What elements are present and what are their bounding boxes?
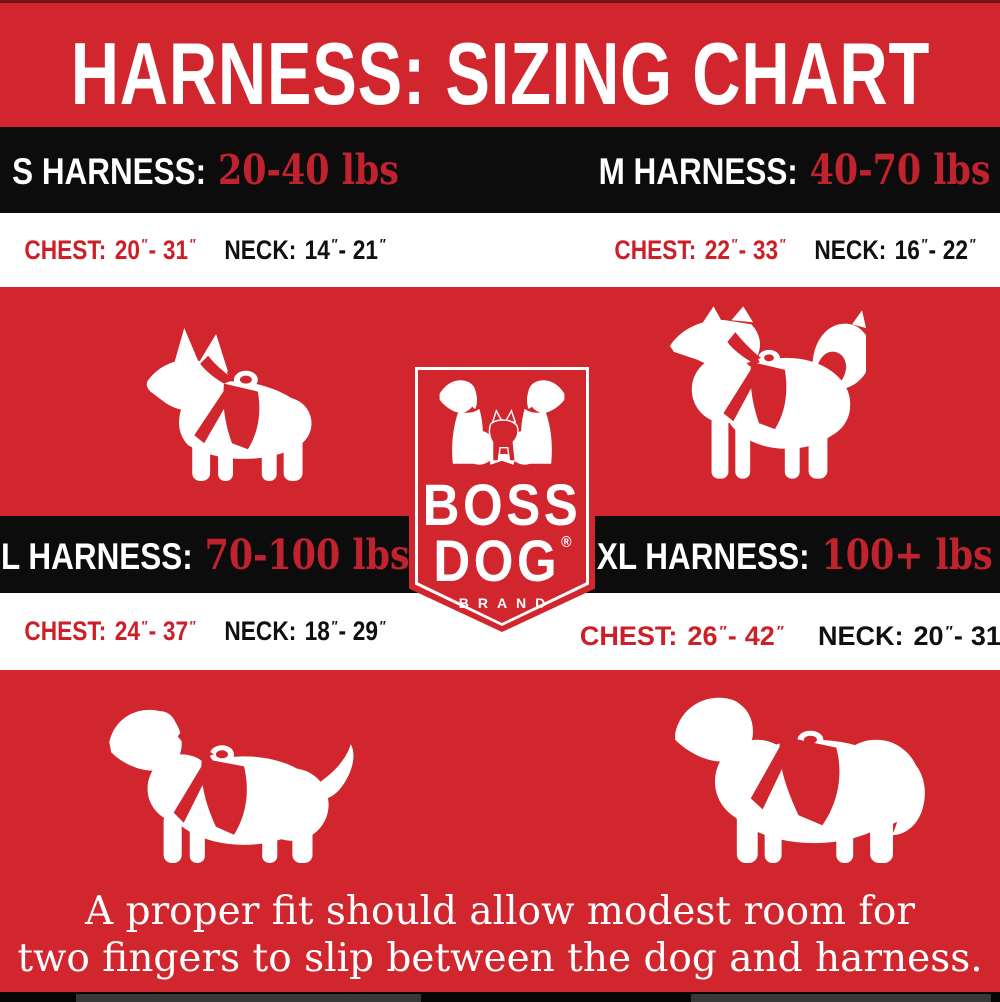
spitz-silhouette [669,306,866,479]
size-xl-chest: CHEST: 26 ″- 42 ″ [579,621,784,651]
badge-brand-label: BRAND [458,595,555,611]
size-l-neck: NECK: 18 ″- 29 ″ [224,616,385,646]
boss-dog-badge: BOSS DOG® BRAND [409,361,595,632]
header: HARNESS: SIZING CHART [0,20,1000,128]
badge-word-dog: DOG® [433,529,572,594]
size-s-zone: S HARNESS: 20-40 lbs [0,127,410,213]
size-m-weight: 40-70 lbs [810,146,991,194]
fit-caption: A proper fit should allow modest room fo… [0,888,1000,982]
size-s-measures: CHEST: 20 ″- 31 ″ NECK: 14 ″- 21 ″ [0,213,410,287]
registered-trademark-mark: ® [561,534,572,551]
badge-inner-shield [418,370,586,623]
boss-dog-logo-dogs-icon [439,380,565,465]
size-xl-label: XL HARNESS: [597,535,810,577]
size-m-measures: CHEST: 22 ″- 33 ″ NECK: 16 ″- 22 ″ [590,213,1000,287]
labrador-silhouette [109,709,354,863]
cropped-content-blob [306,994,421,1002]
size-m-neck: NECK: 16 ″- 22 ″ [814,234,975,265]
weight-bar-s-m: S HARNESS: 20-40 lbs M HARNESS: 40-70 lb… [0,127,1000,213]
size-l-measures: CHEST: 24 ″- 37 ″ NECK: 18 ″- 29 ″ [0,593,410,670]
size-s-chest: CHEST: 20 ″- 31 ″ [24,234,195,265]
size-xl-zone: XL HARNESS: 100+ lbs [590,516,1000,593]
page-title: HARNESS: SIZING CHART [70,24,930,123]
size-l-chest: CHEST: 24 ″- 37 ″ [24,616,195,646]
badge-word-boss: BOSS [422,473,582,538]
cropped-bottom-strip [0,992,1000,1002]
corgi-silhouette [146,327,312,482]
newfoundland-silhouette [675,697,925,864]
size-l-label: L HARNESS: [0,535,193,577]
size-s-label: S HARNESS: [11,151,206,192]
size-xl-weight: 100+ lbs [821,530,993,579]
size-s-weight: 20-40 lbs [217,146,399,194]
fit-caption-line2: two fingers to slip between the dog and … [17,936,983,981]
fit-caption-line1: A proper fit should allow modest room fo… [85,889,915,934]
size-m-zone: M HARNESS: 40-70 lbs [590,127,1000,213]
cropped-content-blob [691,994,991,1002]
size-xl-measures: CHEST: 26″-42″ NECK: 20″-31″ [580,593,1000,670]
size-m-label: M HARNESS: [599,151,799,192]
measure-band-s-m: CHEST: 20 ″- 31 ″ NECK: 14 ″- 21 ″ CHEST: 22 ″-… [0,213,1000,287]
size-s-neck: NECK: 14 ″- 21 ″ [224,234,385,265]
size-l-zone: L HARNESS: 70-100 lbs [0,516,410,593]
top-shadow-edge [0,0,1000,3]
cropped-content-blob [76,994,306,1002]
size-m-chest: CHEST: 22 ″- 33 ″ [614,234,785,265]
size-l-weight: 70-100 lbs [204,530,410,579]
size-xl-neck: NECK: 20″-31″ [818,621,1000,651]
